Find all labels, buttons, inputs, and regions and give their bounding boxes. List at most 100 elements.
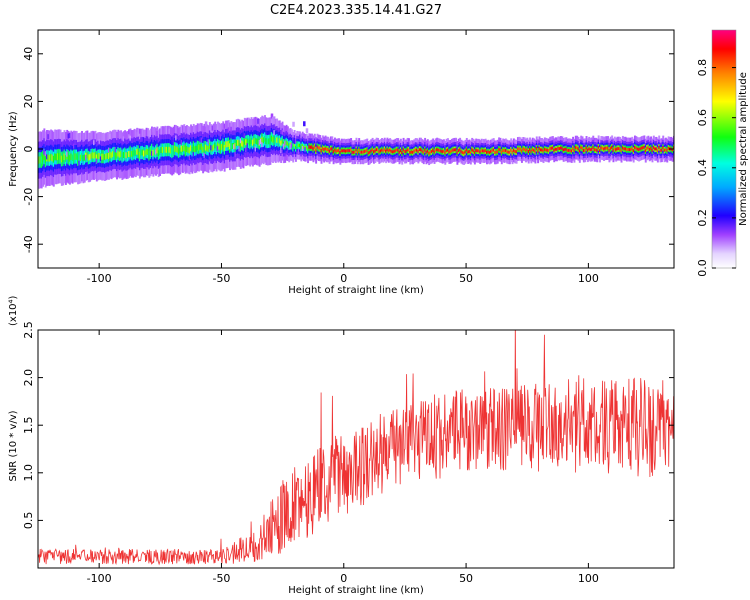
heatmap-cell [42,154,44,163]
heatmap-cell [487,150,490,154]
heatmap-cell [180,145,183,152]
heatmap-cell [231,143,234,149]
heatmap-cell [572,147,575,151]
heatmap-cell [371,148,374,152]
heatmap-cell [585,146,588,150]
heatmap-cell [212,144,215,151]
heatmap-cell [592,146,595,150]
heatmap-cell [625,148,628,152]
heatmap-cell [518,147,521,151]
heatmap-cell [39,156,42,164]
heatmap-cell [249,139,252,146]
heatmap-cell [94,152,97,159]
heatmap-cell [98,152,101,159]
heatmap-cell [658,145,661,149]
heatmap-cell [642,146,645,150]
heatmap-cell [40,156,43,164]
heatmap-cell [116,152,118,159]
heatmap-cell [430,150,433,154]
heatmap-cell [196,144,199,151]
heatmap-cell [281,129,285,135]
colorbar-frame [711,29,737,269]
heatmap-cell [623,147,626,151]
heatmap-cell [153,142,157,148]
heatmap-cell [44,155,47,163]
heatmap-cell [325,147,328,152]
heatmap-cell [568,148,571,152]
heatmap-cell [565,147,568,151]
heatmap-cell [270,113,274,119]
heatmap-cell [444,151,447,155]
heatmap-cell [398,150,401,154]
heatmap-cell [245,147,248,153]
heatmap-cell [564,147,566,151]
heatmap-cell [545,148,548,152]
heatmap-cell [516,147,519,151]
heatmap-cell [573,149,576,153]
heatmap-cell [152,127,155,133]
heatmap-cell [464,150,467,154]
y-tick-label: 0.5 [22,512,35,530]
heatmap-cell [362,150,365,154]
heatmap-cell [91,152,94,159]
heatmap-cell [138,151,141,158]
heatmap-cell [72,153,75,160]
heatmap-cell [261,136,264,143]
heatmap-cell [226,141,229,148]
heatmap-cell [114,150,117,157]
heatmap-cell [199,143,202,150]
snr-frame [37,329,675,569]
heatmap-cell [359,150,362,154]
spectrogram-heatmap [38,113,674,189]
colorbar: 0.0 0.2 0.4 0.6 0.8 Normalized spectral ampl… [696,29,749,277]
heatmap-cell [233,144,236,150]
heatmap-cell [667,146,670,150]
heatmap-cell [190,145,192,152]
heatmap-cell [38,156,40,164]
x-tick-label: 50 [459,572,473,585]
heatmap-cell [328,149,331,153]
heatmap-cell [634,145,636,149]
heatmap-cell [223,123,227,129]
heatmap-cell [607,146,610,150]
heatmap-cell [495,150,498,154]
y-tick-label: 1.5 [22,416,35,434]
heatmap-cell [301,143,304,148]
heatmap-cell [44,151,48,157]
heatmap-cell [268,138,271,145]
heatmap-cell [289,144,293,150]
heatmap-cell [628,148,631,152]
heatmap-cell [89,154,92,161]
heatmap-cell [142,137,146,143]
heatmap-cell [420,148,423,152]
heatmap-cell [608,148,611,152]
heatmap-cell [67,133,71,139]
x-tick-label: 0 [340,572,347,585]
heatmap-cell [253,138,256,145]
heatmap-cell [650,146,653,150]
colorbar-tick-label: 0.2 [696,209,709,227]
heatmap-cell [465,148,468,152]
heatmap-cell [543,147,546,151]
heatmap-cell [155,149,158,155]
heatmap-cell [74,153,77,160]
heatmap-cell [134,150,137,157]
heatmap-cell [172,147,175,154]
heatmap-cell [156,147,159,154]
heatmap-cell [604,146,607,150]
heatmap-cell [320,149,323,153]
heatmap-cell [445,149,448,153]
heatmap-cell [605,146,608,150]
heatmap-cell [56,153,59,161]
heatmap-cell [370,149,373,153]
heatmap-cell [373,150,375,154]
heatmap-cell [220,143,223,150]
heatmap-cell [241,140,244,147]
heatmap-cell [560,146,562,150]
heatmap-cell [352,150,355,154]
heatmap-cell [129,135,132,141]
x-tick-label: -100 [87,272,112,285]
heatmap-cell [207,139,211,145]
heatmap-cell [363,150,366,153]
heatmap-cell [227,141,230,147]
